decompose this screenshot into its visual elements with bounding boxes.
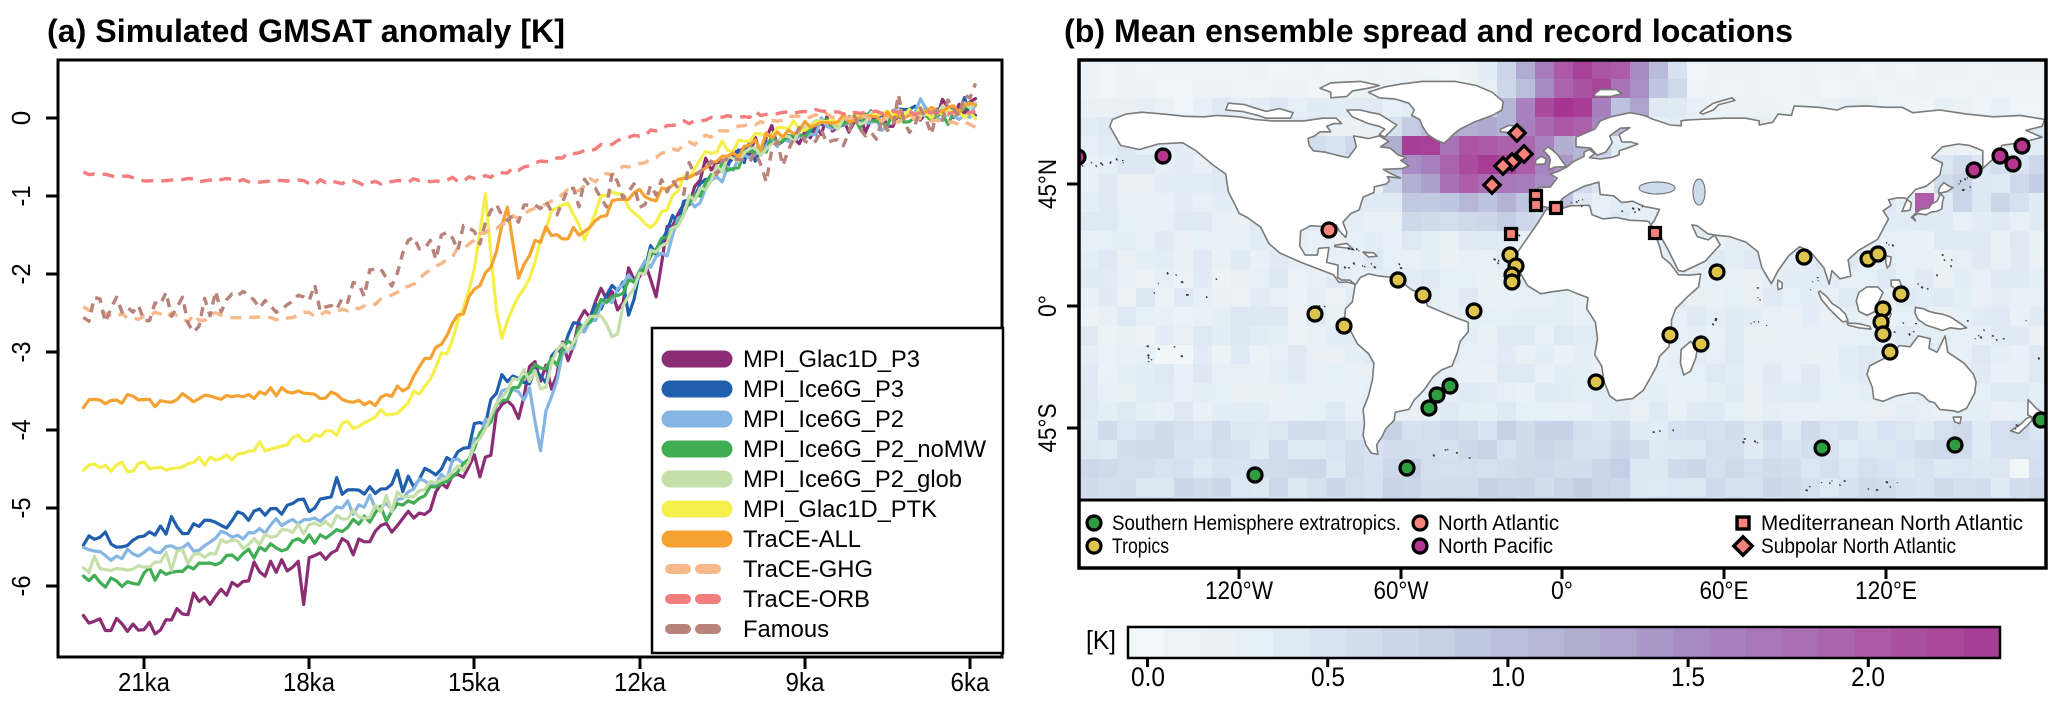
svg-text:TraCE-ALL: TraCE-ALL <box>743 526 861 553</box>
svg-text:2.0: 2.0 <box>1851 662 1885 692</box>
svg-text:TraCE-ORB: TraCE-ORB <box>743 586 870 613</box>
svg-text:18ka: 18ka <box>283 667 335 697</box>
svg-text:15ka: 15ka <box>448 667 500 697</box>
svg-text:120°E: 120°E <box>1855 577 1917 605</box>
svg-text:6ka: 6ka <box>951 667 991 697</box>
svg-text:MPI_Ice6G_P3: MPI_Ice6G_P3 <box>743 376 904 403</box>
svg-text:45°S: 45°S <box>1034 404 1062 453</box>
svg-text:0.0: 0.0 <box>1131 662 1165 692</box>
svg-text:North Atlantic: North Atlantic <box>1438 512 1559 535</box>
svg-text:21ka: 21ka <box>118 667 170 697</box>
svg-text:-4: -4 <box>6 420 36 441</box>
svg-text:-5: -5 <box>6 498 36 519</box>
svg-text:Mediterranean North Atlantic: Mediterranean North Atlantic <box>1761 512 2023 535</box>
svg-text:North Pacific: North Pacific <box>1438 535 1553 558</box>
svg-text:Subpolar North Atlantic: Subpolar North Atlantic <box>1761 535 1956 558</box>
svg-text:0°: 0° <box>1034 295 1062 317</box>
svg-text:-6: -6 <box>6 576 36 597</box>
svg-text:Tropics: Tropics <box>1112 535 1169 558</box>
svg-text:9ka: 9ka <box>786 667 826 697</box>
svg-text:MPI_Ice6G_P2: MPI_Ice6G_P2 <box>743 406 904 433</box>
svg-text:TraCE-GHG: TraCE-GHG <box>743 556 873 583</box>
svg-text:0: 0 <box>6 111 36 125</box>
svg-text:(b) Mean ensemble spread and r: (b) Mean ensemble spread and record loca… <box>1064 13 1793 49</box>
svg-text:0°: 0° <box>1551 577 1573 605</box>
svg-text:(a) Simulated GMSAT anomaly [K: (a) Simulated GMSAT anomaly [K] <box>47 13 565 49</box>
svg-text:MPI_Ice6G_P2_glob: MPI_Ice6G_P2_glob <box>743 466 962 493</box>
svg-text:MPI_Glac1D_P3: MPI_Glac1D_P3 <box>743 346 920 373</box>
svg-text:1.0: 1.0 <box>1491 662 1525 692</box>
svg-text:60°W: 60°W <box>1374 577 1429 605</box>
svg-text:60°E: 60°E <box>1700 577 1749 605</box>
svg-text:45°N: 45°N <box>1034 159 1062 209</box>
svg-text:MPI_Glac1D_PTK: MPI_Glac1D_PTK <box>743 496 937 523</box>
svg-text:MPI_Ice6G_P2_noMW: MPI_Ice6G_P2_noMW <box>743 436 986 463</box>
svg-text:-2: -2 <box>6 264 36 285</box>
svg-text:[K]: [K] <box>1086 625 1116 655</box>
svg-text:Southern Hemisphere extratropi: Southern Hemisphere extratropics. <box>1112 512 1401 535</box>
svg-text:1.5: 1.5 <box>1671 662 1705 692</box>
svg-text:0.5: 0.5 <box>1311 662 1345 692</box>
svg-text:-1: -1 <box>6 186 36 207</box>
svg-text:120°W: 120°W <box>1205 577 1273 605</box>
svg-text:12ka: 12ka <box>614 667 666 697</box>
svg-text:-3: -3 <box>6 342 36 363</box>
svg-text:Famous: Famous <box>743 616 829 643</box>
